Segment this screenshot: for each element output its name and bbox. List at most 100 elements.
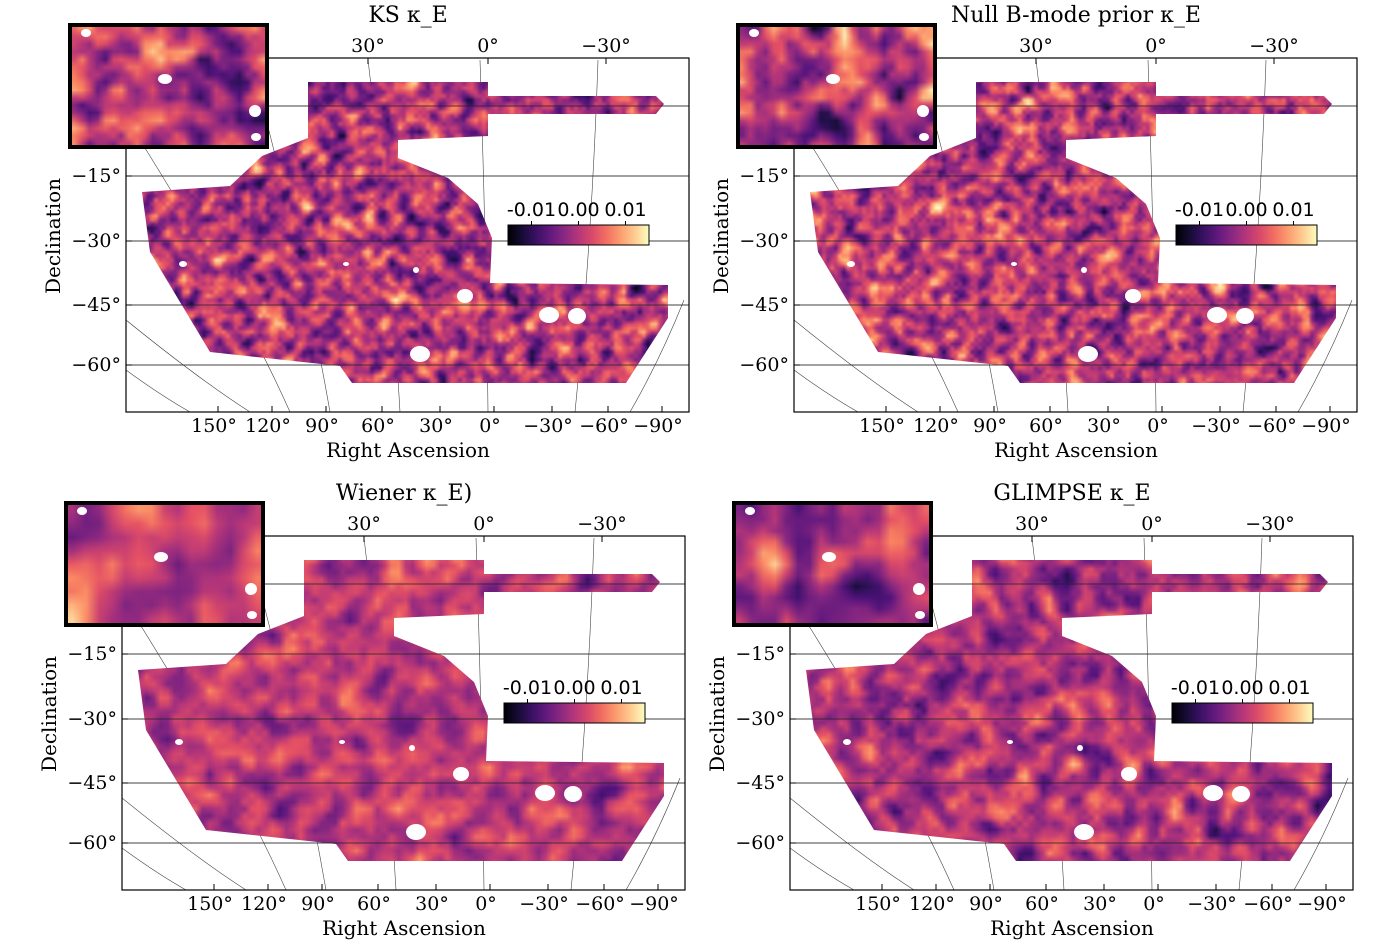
colorbar	[1175, 224, 1318, 246]
inset-frame	[732, 501, 933, 627]
mask-hole	[1077, 745, 1083, 751]
mask-hole	[339, 740, 345, 744]
bottom-tick-label: −60°	[1243, 893, 1293, 915]
colorbar-tick-label: 0.00	[557, 199, 599, 221]
y-axis-label: Declination	[41, 178, 65, 294]
bottom-tick-label: 120°	[245, 415, 291, 437]
mask-hole	[847, 261, 855, 267]
inset-frame	[64, 501, 265, 627]
mask-hole	[1078, 346, 1098, 362]
inset-mask-hole	[913, 583, 925, 595]
inset-mask-hole	[249, 105, 261, 117]
sky-map-svg: KS κ_E 30° 0° −30° 150° 120° 90° 60° 30° 0° −30° −6…	[41, 3, 690, 462]
bottom-tick-label: 0°	[479, 415, 501, 437]
top-tick-label: 30°	[1015, 513, 1049, 535]
top-tick-label: −30°	[1249, 35, 1299, 57]
inset-mask-hole	[247, 611, 257, 619]
mask-hole	[1207, 307, 1227, 323]
panel-title: Wiener κ_E)	[336, 481, 472, 506]
mask-hole	[1121, 767, 1137, 781]
bottom-tick-label: 30°	[419, 415, 453, 437]
colorbar-tick-label: -0.01	[1171, 677, 1220, 699]
mask-hole	[1081, 267, 1087, 273]
bottom-tick-label: 60°	[361, 415, 395, 437]
bottom-tick-label: 90°	[305, 415, 339, 437]
bottom-tick-label: −30°	[1191, 415, 1241, 437]
mask-hole	[1074, 824, 1094, 840]
inset-map	[70, 25, 267, 147]
bottom-tick-label: 90°	[973, 415, 1007, 437]
mask-hole	[1011, 262, 1017, 266]
mask-hole	[564, 786, 582, 802]
bottom-tick-label: 30°	[1083, 893, 1117, 915]
mask-hole	[539, 307, 559, 323]
bottom-tick-label: 30°	[1087, 415, 1121, 437]
mask-hole	[1007, 740, 1013, 744]
bottom-tick-label: 150°	[191, 415, 237, 437]
inset-mask-hole	[917, 105, 929, 117]
dec-tick-label: −45°	[71, 294, 121, 316]
colorbar-tick-label: -0.01	[503, 677, 552, 699]
panel-wiener: Wiener κ_E) 30° 0° −30° 150° 120° 90° 60° 30° 0° −…	[0, 478, 688, 950]
inset-mask-hole	[245, 583, 257, 595]
sky-map-svg: Wiener κ_E)30° 0° −30°150° 120° 90° 60° 30° 0° −…	[37, 481, 686, 940]
top-tick-label: 0°	[1145, 35, 1167, 57]
x-axis-label: Right Ascension	[326, 438, 490, 462]
top-tick-label: 0°	[477, 35, 499, 57]
mask-hole	[1236, 308, 1254, 324]
inset-mask-hole	[749, 29, 759, 37]
panel-ks: KS κ_E 30° 0° −30° 150° 120° 90° 60° 30° 0° −30° −6…	[0, 0, 692, 472]
axes-frame	[121, 535, 686, 891]
bottom-tick-label: −90°	[1301, 415, 1351, 437]
dec-tick-label: −45°	[735, 772, 785, 794]
colorbar-tick-label: 0.01	[600, 677, 642, 699]
bottom-tick-label: 60°	[1029, 415, 1063, 437]
bottom-tick-label: −90°	[629, 893, 679, 915]
colorbar-tick-label: 0.00	[1221, 677, 1263, 699]
bottom-tick-label: 0°	[475, 893, 497, 915]
panel-title: Null B-mode prior κ_E	[951, 3, 1201, 28]
dec-tick-label: −45°	[67, 772, 117, 794]
colorbar-tick-label: -0.01	[1175, 199, 1224, 221]
bottom-tick-label: −60°	[579, 415, 629, 437]
inset-mask-hole	[251, 133, 261, 141]
dec-tick-label: −30°	[735, 708, 785, 730]
y-axis-label: Declination	[709, 178, 733, 294]
dec-tick-label: −60°	[67, 832, 117, 854]
x-axis-label: Right Ascension	[322, 916, 486, 940]
bottom-tick-label: 120°	[913, 415, 959, 437]
axes-frame	[789, 535, 1354, 891]
panel-glimpse: GLIMPSE κ_E 30° 0° −30° 150° 120° 90° 60° 30° 0° −…	[664, 478, 1356, 950]
bottom-tick-label: 150°	[855, 893, 901, 915]
mask-hole	[453, 767, 469, 781]
top-tick-label: 30°	[351, 35, 385, 57]
mask-hole	[179, 261, 187, 267]
mask-hole	[413, 267, 419, 273]
axes-frame	[793, 57, 1358, 413]
mask-hole	[1203, 785, 1223, 801]
sky-map-svg: Null B-mode prior κ_E 30° 0° −30° 150° 120° 90…	[709, 3, 1358, 462]
inset-mask-hole	[822, 552, 836, 562]
mask-hole	[1125, 289, 1141, 303]
inset-mask-hole	[77, 507, 87, 515]
top-tick-label: 30°	[347, 513, 381, 535]
mask-hole	[409, 745, 415, 751]
x-axis-label: Right Ascension	[994, 438, 1158, 462]
bottom-tick-label: 120°	[909, 893, 955, 915]
bottom-tick-label: 150°	[859, 415, 905, 437]
bottom-tick-label: 90°	[969, 893, 1003, 915]
top-tick-label: 30°	[1019, 35, 1053, 57]
dec-grid	[790, 583, 1353, 844]
bottom-tick-label: −90°	[1297, 893, 1347, 915]
dec-tick-label: −15°	[739, 165, 789, 187]
top-tick-label: −30°	[577, 513, 627, 535]
mask-hole	[843, 739, 851, 745]
panel-title: KS κ_E	[368, 3, 447, 28]
bottom-tick-label: 90°	[301, 893, 335, 915]
y-axis-label: Declination	[705, 656, 729, 772]
colorbar	[503, 702, 646, 724]
inset-map	[734, 503, 931, 625]
top-tick-label: 0°	[473, 513, 495, 535]
colorbar-tick-label: -0.01	[507, 199, 556, 221]
colorbar-tick-label: 0.00	[1225, 199, 1267, 221]
